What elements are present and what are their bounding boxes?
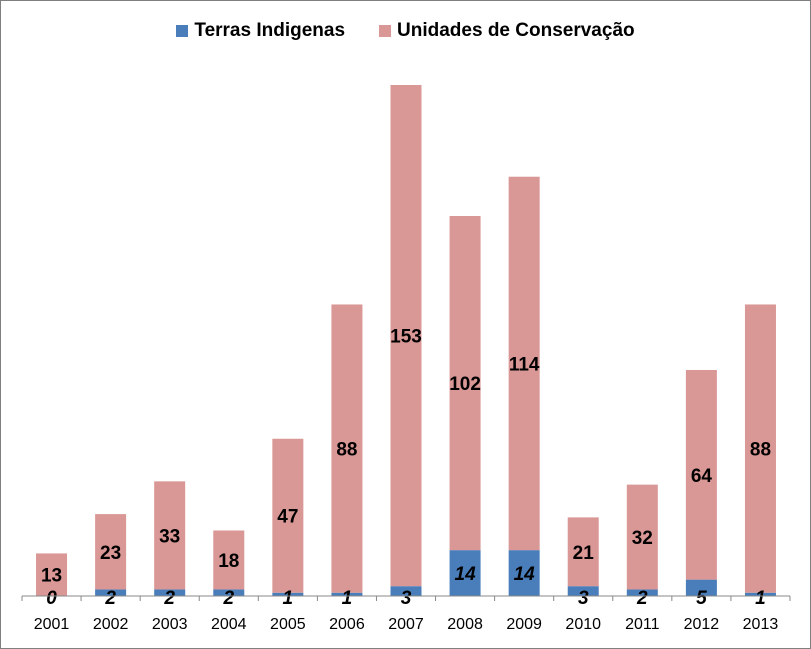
data-label-terras-indigenas-2004: 2	[222, 588, 234, 609]
bar-terras-indigenas-2005	[272, 592, 304, 596]
x-tick-label-2011: 2011	[625, 616, 660, 633]
x-tick-label-2008: 2008	[447, 616, 483, 633]
x-tick-label-2002: 2002	[93, 616, 129, 633]
bar-terras-indigenas-2006	[331, 592, 363, 596]
data-label-unidades-conservacao-2003: 33	[159, 526, 180, 547]
legend-swatch-terras-indigenas	[176, 25, 189, 37]
bar-terras-indigenas-2012	[685, 579, 717, 596]
data-label-unidades-conservacao-2008: 102	[449, 374, 481, 395]
bar-unidades-conservacao-2004	[213, 530, 245, 590]
legend: Terras Indigenas Unidades de Conservação	[0, 18, 811, 44]
x-tick-label-2005: 2005	[270, 616, 306, 633]
data-label-unidades-conservacao-2009: 114	[509, 354, 540, 375]
data-label-terras-indigenas-2013: 1	[755, 588, 766, 609]
bar-unidades-conservacao-2005	[272, 438, 304, 593]
bar-terras-indigenas-2013	[744, 592, 776, 596]
data-label-terras-indigenas-2005: 1	[283, 588, 294, 609]
data-label-unidades-conservacao-2012: 64	[691, 466, 713, 487]
data-label-terras-indigenas-2009: 14	[514, 564, 536, 585]
data-label-terras-indigenas-2007: 3	[401, 588, 412, 609]
data-label-unidades-conservacao-2002: 23	[100, 543, 121, 564]
data-label-terras-indigenas-2003: 2	[163, 588, 175, 609]
data-label-terras-indigenas-2006: 1	[342, 588, 353, 609]
bar-terras-indigenas-2010	[567, 586, 599, 596]
x-tick-label-2001: 2001	[34, 616, 70, 633]
x-tick-label-2007: 2007	[388, 616, 424, 633]
data-label-unidades-conservacao-2007: 153	[390, 327, 422, 348]
bar-terras-indigenas-2004	[213, 589, 245, 596]
bar-terras-indigenas-2003	[154, 589, 186, 596]
x-tick-label-2003: 2003	[152, 616, 188, 633]
bar-terras-indigenas-2002	[95, 589, 127, 596]
bar-unidades-conservacao-2013	[744, 304, 776, 593]
bar-unidades-conservacao-2011	[626, 484, 658, 590]
bar-terras-indigenas-2009	[508, 550, 540, 596]
data-label-terras-indigenas-2012: 5	[696, 588, 707, 609]
data-label-terras-indigenas-2002: 2	[104, 588, 116, 609]
bar-unidades-conservacao-2008	[449, 216, 481, 551]
data-label-unidades-conservacao-2010: 21	[573, 543, 595, 564]
x-tick-label-2006: 2006	[329, 616, 365, 633]
x-tick-label-2012: 2012	[684, 616, 720, 633]
legend-label-terras-indigenas: Terras Indigenas	[194, 20, 346, 41]
data-label-terras-indigenas-2011: 2	[636, 588, 648, 609]
bar-terras-indigenas-2007	[390, 586, 422, 596]
data-label-unidades-conservacao-2004: 18	[218, 551, 239, 572]
bar-unidades-conservacao-2012	[685, 369, 717, 580]
data-label-terras-indigenas-2008: 14	[455, 564, 477, 585]
data-label-unidades-conservacao-2011: 32	[632, 528, 653, 549]
bar-terras-indigenas-2011	[626, 589, 658, 596]
data-label-terras-indigenas-2001: 0	[46, 588, 57, 609]
data-label-unidades-conservacao-2013: 88	[750, 440, 771, 461]
x-tick-label-2010: 2010	[565, 616, 601, 633]
bar-unidades-conservacao-2001	[36, 553, 68, 596]
legend-swatch-unidades-conservacao	[379, 25, 392, 37]
bar-terras-indigenas-2008	[449, 550, 481, 596]
bar-unidades-conservacao-2009	[508, 176, 540, 551]
data-label-terras-indigenas-2010: 3	[578, 588, 589, 609]
bar-unidades-conservacao-2003	[154, 481, 186, 590]
data-label-unidades-conservacao-2005: 47	[277, 507, 298, 528]
legend-item-terras-indigenas: Terras Indigenas	[176, 20, 345, 42]
x-tick-label-2004: 2004	[211, 616, 247, 633]
bar-unidades-conservacao-2002	[95, 514, 127, 590]
bar-unidades-conservacao-2006	[331, 304, 363, 593]
legend-item-unidades-conservacao: Unidades de Conservação	[379, 20, 635, 42]
bar-unidades-conservacao-2010	[567, 517, 599, 587]
bar-unidades-conservacao-2007	[390, 85, 422, 587]
x-tick-label-2009: 2009	[506, 616, 542, 633]
data-label-unidades-conservacao-2001: 13	[41, 566, 62, 587]
x-tick-label-2013: 2013	[743, 616, 779, 633]
legend-label-unidades-conservacao: Unidades de Conservação	[397, 20, 635, 41]
data-label-unidades-conservacao-2006: 88	[336, 440, 357, 461]
